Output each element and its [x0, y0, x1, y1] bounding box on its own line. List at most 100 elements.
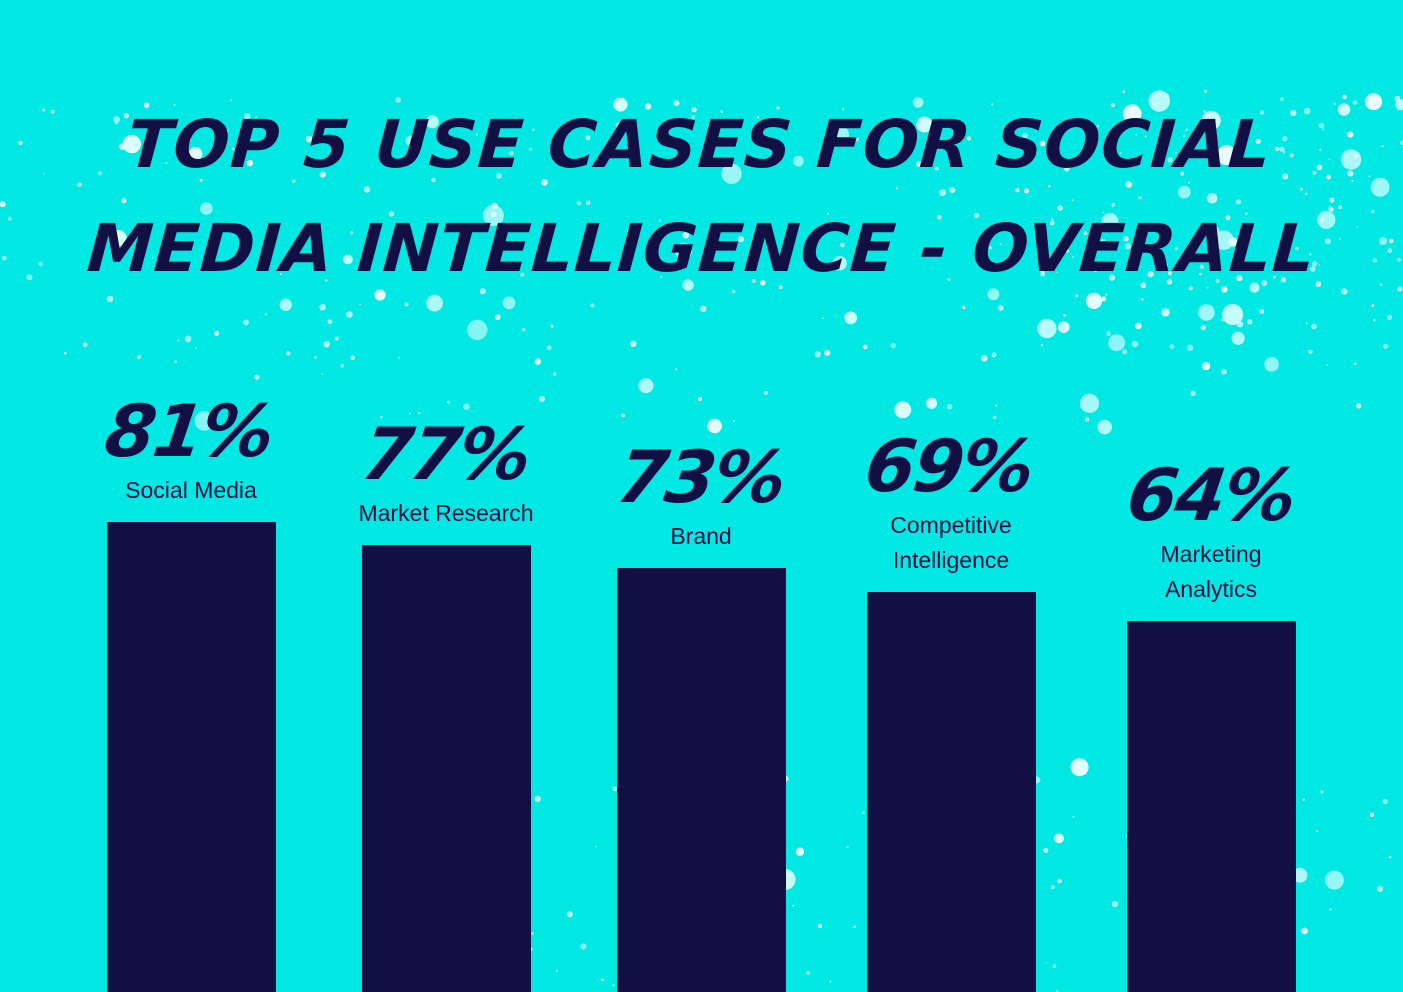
splatter-dot — [999, 243, 1002, 245]
splatter-dot — [541, 179, 548, 186]
splatter-dot — [1161, 308, 1170, 317]
splatter-dot — [949, 187, 956, 194]
category-label-line: Social Media — [125, 477, 257, 503]
splatter-dot — [1199, 264, 1204, 269]
splatter-dot — [916, 161, 922, 167]
splatter-dot — [106, 295, 114, 303]
splatter-dot — [1123, 164, 1126, 167]
splatter-dot — [346, 311, 353, 318]
splatter-dot — [63, 351, 67, 355]
splatter-dot — [846, 846, 849, 849]
splatter-dot — [615, 122, 620, 128]
splatter-dot — [1037, 318, 1057, 339]
splatter-dot — [682, 232, 690, 239]
splatter-dot — [1070, 758, 1089, 777]
splatter-dot — [425, 115, 439, 129]
splatter-dot — [404, 302, 409, 307]
splatter-dot — [586, 200, 591, 205]
splatter-dot — [1225, 215, 1231, 221]
splatter-dot — [929, 132, 935, 139]
splatter-dot — [814, 351, 821, 358]
splatter-dot — [1365, 93, 1383, 111]
splatter-dot — [110, 230, 127, 247]
splatter-dot — [844, 311, 858, 325]
splatter-dot — [1388, 855, 1392, 859]
splatter-dot — [1079, 393, 1100, 413]
splatter-dot — [1135, 134, 1137, 136]
splatter-dot — [998, 305, 1004, 311]
splatter-dot — [1100, 238, 1106, 245]
splatter-dot — [553, 372, 557, 376]
splatter-dot — [995, 404, 998, 407]
splatter-dot — [1129, 116, 1135, 122]
splatter-dot — [340, 364, 344, 368]
splatter-dot — [1187, 344, 1194, 351]
splatter-dot — [832, 256, 847, 271]
splatter-dot — [981, 355, 988, 362]
splatter-dot — [829, 980, 832, 983]
splatter-dot — [1371, 304, 1375, 307]
splatter-dot — [1324, 238, 1331, 245]
splatter-dot — [590, 303, 595, 308]
splatter-dot — [1053, 135, 1056, 138]
splatter-dot — [732, 419, 736, 422]
splatter-dot — [889, 160, 893, 164]
splatter-dot — [793, 155, 804, 167]
splatter-dot — [1199, 272, 1202, 276]
splatter-dot — [1071, 199, 1074, 202]
splatter-dot — [222, 141, 228, 147]
splatter-dot — [707, 418, 722, 434]
bar — [106, 522, 276, 992]
splatter-dot — [1188, 181, 1190, 184]
splatter-dot — [188, 147, 203, 161]
splatter-dot — [305, 135, 313, 143]
splatter-dot — [1167, 157, 1173, 163]
splatter-dot — [991, 103, 994, 106]
splatter-dot — [1201, 110, 1221, 131]
splatter-dot — [644, 103, 652, 110]
splatter-dot — [0, 201, 6, 208]
splatter-dot — [1108, 274, 1116, 281]
splatter-dot — [937, 215, 942, 220]
splatter-dot — [1259, 309, 1265, 314]
splatter-dot — [165, 161, 168, 164]
splatter-dot — [1169, 344, 1175, 349]
splatter-dot — [1395, 99, 1403, 111]
category-label-line: Market Research — [358, 500, 534, 527]
splatter-dot — [1051, 885, 1055, 889]
splatter-dot — [1235, 199, 1242, 205]
splatter-dot — [1049, 220, 1055, 226]
splatter-dot — [916, 116, 933, 133]
splatter-dot — [756, 116, 760, 119]
splatter-dot — [1368, 175, 1371, 178]
splatter-dot — [359, 303, 361, 306]
splatter-dot — [1304, 192, 1308, 196]
splatter-dot — [1167, 271, 1172, 276]
splatter-dot — [1240, 234, 1246, 240]
splatter-dot — [1387, 314, 1393, 320]
splatter-dot — [1185, 128, 1189, 132]
splatter-dot — [206, 262, 210, 266]
splatter-dot — [467, 319, 488, 340]
splatter-dot — [621, 413, 626, 418]
splatter-dot — [350, 355, 355, 361]
splatter-dot — [1326, 174, 1331, 180]
splatter-dot — [229, 99, 232, 102]
splatter-dot — [1147, 271, 1154, 278]
splatter-dot — [1164, 93, 1169, 98]
splatter-dot — [494, 314, 501, 321]
splatter-dot — [1097, 419, 1112, 435]
splatter-dot — [1379, 237, 1388, 245]
splatter-dot — [246, 159, 254, 167]
value-label: 64% — [1121, 452, 1301, 537]
splatter-dot — [122, 134, 141, 154]
splatter-dot — [1111, 203, 1115, 207]
splatter-dot — [1236, 275, 1243, 282]
value-label: 77% — [356, 412, 536, 497]
splatter-dot — [1190, 390, 1196, 397]
splatter-dot — [580, 943, 587, 950]
splatter-dot — [1174, 247, 1178, 251]
splatter-dot — [1289, 153, 1294, 158]
splatter-dot — [200, 202, 213, 215]
